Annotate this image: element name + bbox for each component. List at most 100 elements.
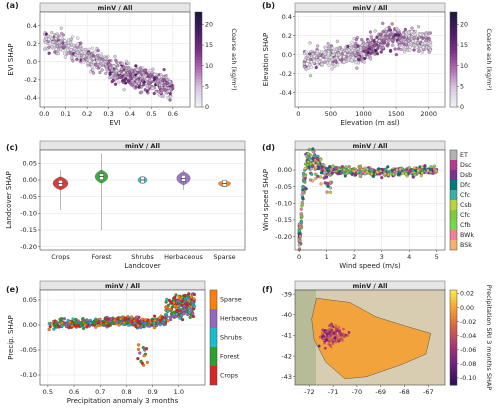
scatter-point xyxy=(136,347,141,351)
y-tick-label: 0.0 xyxy=(27,58,37,66)
scatter-point xyxy=(122,65,126,70)
scatter-point xyxy=(324,57,328,62)
colorbar-cell xyxy=(195,75,202,79)
scatter-point xyxy=(381,45,385,50)
x-axis-label: EVI xyxy=(109,119,120,127)
x-tick-label: 0.8 xyxy=(121,388,131,396)
scatter-point xyxy=(429,165,433,169)
scatter-point xyxy=(136,357,140,361)
scatter-point xyxy=(354,53,358,57)
colorbar-cell xyxy=(450,309,457,313)
map-point xyxy=(327,339,331,343)
scatter-point xyxy=(422,169,427,173)
scatter-point xyxy=(169,300,173,304)
scatter-point xyxy=(110,68,114,72)
scatter-point xyxy=(66,38,71,42)
scatter-point xyxy=(304,67,308,71)
legend-label: Dsb xyxy=(460,172,472,179)
scatter-point xyxy=(382,30,386,34)
colorbar-tick-label: 0 xyxy=(205,104,209,111)
scatter-point xyxy=(96,48,100,53)
scatter-point xyxy=(362,60,366,64)
scatter-point xyxy=(326,184,330,188)
y-tick-label: -0.2 xyxy=(24,76,37,84)
scatter-point xyxy=(350,172,354,176)
scatter-point xyxy=(310,164,315,168)
scatter-point xyxy=(417,49,421,53)
scatter-point xyxy=(130,319,134,323)
colorbar-cell xyxy=(450,81,457,86)
scatter-point xyxy=(74,317,78,322)
scatter-point xyxy=(399,47,403,52)
colorbar-cell xyxy=(450,56,457,60)
scatter-point xyxy=(306,160,310,164)
colorbar-cell xyxy=(195,24,202,29)
y-tick-label: -0.4 xyxy=(279,89,292,97)
colorbar-cell xyxy=(450,53,457,57)
scatter-point xyxy=(108,72,112,76)
scatter-point xyxy=(387,38,391,43)
colorbar-cell xyxy=(450,65,457,70)
scatter-point xyxy=(347,165,351,169)
scatter-point xyxy=(108,319,113,323)
scatter-point xyxy=(408,45,412,49)
plot-border xyxy=(294,11,446,108)
scatter-point xyxy=(140,361,144,365)
chart-title: minV / All xyxy=(352,282,387,290)
map-point xyxy=(321,328,325,332)
scatter-point xyxy=(137,85,141,89)
scatter-point xyxy=(143,318,148,322)
map-point xyxy=(327,328,331,332)
scatter-point xyxy=(355,66,359,70)
x-tick-label: 0.6 xyxy=(69,388,79,396)
scatter-point xyxy=(50,45,54,49)
x-tick-label: -71 xyxy=(328,388,339,396)
legend-label: BWk xyxy=(460,232,474,239)
scatter-point xyxy=(53,50,57,54)
colorbar-cell xyxy=(195,59,202,64)
scatter-point xyxy=(345,171,349,175)
y-tick-label: -0.15 xyxy=(20,226,37,234)
scatter-point xyxy=(60,31,64,36)
scatter-point xyxy=(115,60,119,64)
colorbar-cell xyxy=(450,37,457,41)
legend-label: Cfb xyxy=(460,222,471,229)
y-axis-label: Landcover SHAP xyxy=(5,171,13,228)
scatter-point xyxy=(43,47,47,51)
scatter-point xyxy=(151,67,155,71)
scatter-point xyxy=(377,39,381,43)
colorbar-cell xyxy=(195,97,202,102)
scatter-point xyxy=(114,69,119,73)
scatter-point xyxy=(297,247,302,252)
scatter-point xyxy=(113,73,118,77)
x-tick-label: 0.9 xyxy=(147,388,157,396)
scatter-point xyxy=(140,317,144,321)
scatter-point xyxy=(71,317,75,321)
scatter-point xyxy=(160,88,164,93)
scatter-point xyxy=(300,203,304,207)
scatter-point xyxy=(81,58,85,62)
scatter-point xyxy=(325,190,329,194)
scatter-point xyxy=(325,181,330,185)
scatter-point xyxy=(50,30,54,35)
colorbar-tick-label: -0.08 xyxy=(460,361,476,368)
scatter-point xyxy=(74,321,78,325)
scatter-point xyxy=(311,156,315,161)
scatter-point xyxy=(394,171,399,175)
scatter-point xyxy=(316,174,320,178)
map-point xyxy=(323,341,326,345)
scatter-point xyxy=(166,81,170,85)
colorbar-cell xyxy=(450,356,457,361)
scatter-point xyxy=(135,319,139,323)
map-point xyxy=(337,330,341,334)
scatter-point xyxy=(140,79,145,83)
scatter-point xyxy=(383,172,387,176)
chart-title: minV / All xyxy=(125,142,160,150)
scatter-point xyxy=(314,176,318,181)
colorbar-cell xyxy=(450,94,457,98)
scatter-point xyxy=(99,54,103,58)
scatter-point xyxy=(117,71,121,75)
scatter-point xyxy=(311,150,315,154)
colorbar-tick-label: 0 xyxy=(460,104,464,111)
legend-label: ET xyxy=(460,152,468,159)
